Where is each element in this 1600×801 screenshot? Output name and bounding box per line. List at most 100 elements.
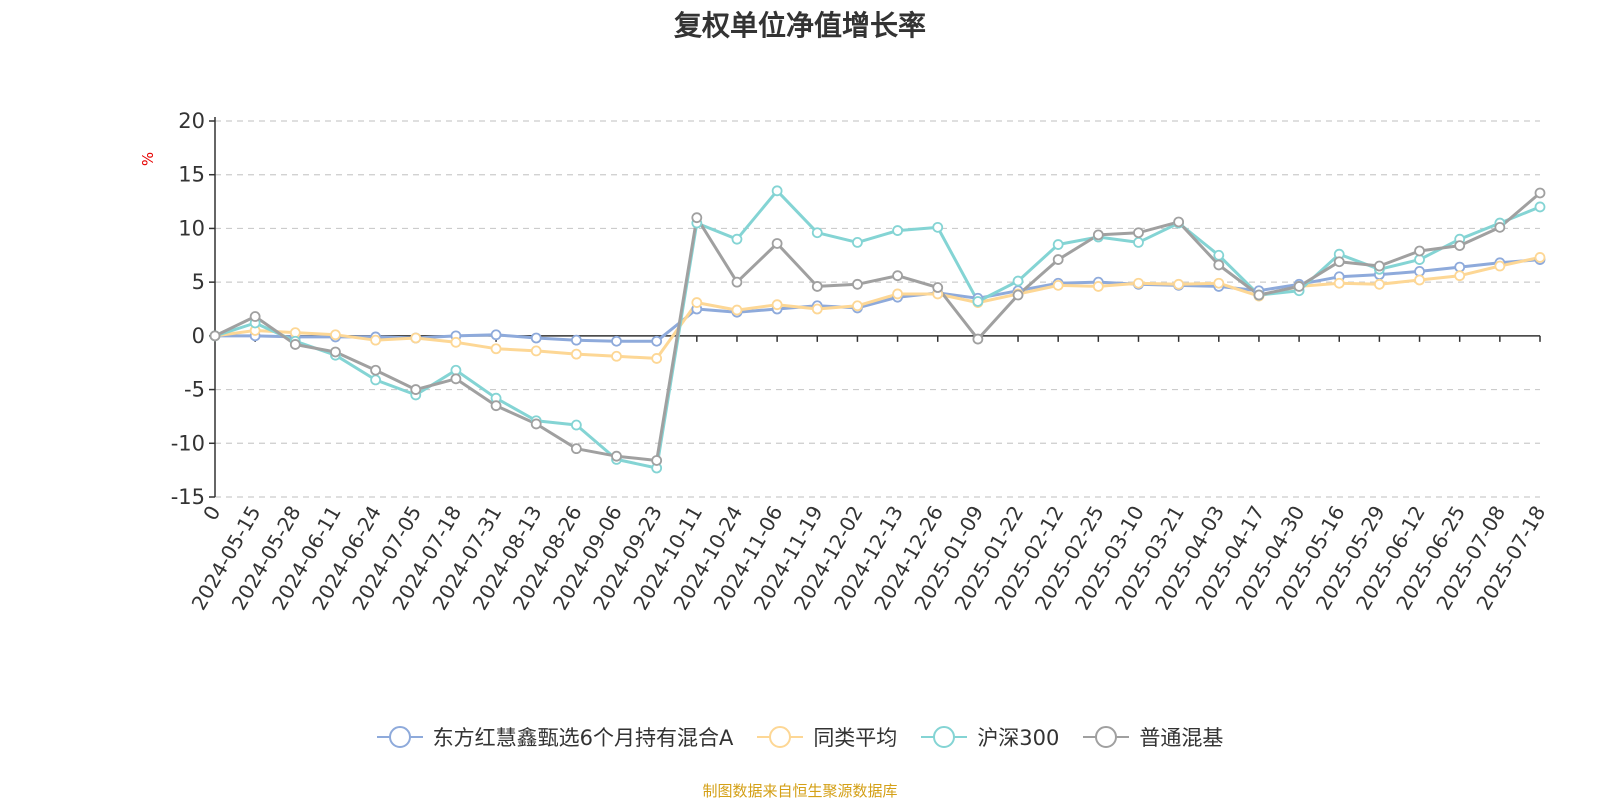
series-2-point — [1052, 239, 1064, 250]
series-3-point — [892, 270, 903, 282]
series-2-point — [932, 221, 944, 233]
series-0-point — [490, 329, 502, 341]
legend: 东方红慧鑫甄选6个月持有混合A 同类平均 沪深300 普通混基 — [0, 722, 1600, 752]
series-3-point — [811, 281, 823, 292]
series-1-point — [1333, 277, 1345, 289]
series-1-point — [450, 336, 462, 348]
legend-item-2[interactable]: 沪深300 — [921, 722, 1059, 752]
series-0-point — [611, 335, 622, 347]
series-1-point — [892, 288, 903, 300]
series-2-point — [771, 185, 783, 197]
series-3-point — [771, 238, 783, 249]
series-3-point — [1333, 256, 1345, 268]
series-lines — [214, 189, 1541, 470]
series-1-point — [852, 300, 863, 312]
series-2-point — [972, 296, 984, 307]
series-1-point — [1454, 270, 1466, 282]
series-1-point — [691, 297, 703, 308]
series-3-point — [1454, 240, 1466, 252]
series-3-point — [1293, 281, 1305, 292]
series-2-point — [892, 225, 903, 236]
series-0-point — [651, 335, 663, 347]
series-3-point — [651, 455, 663, 466]
series-line-3 — [214, 191, 1541, 462]
line-chart: -15 -10 -5 0 5 10 15 20 02024-05-152024-05-2820… — [171, 109, 1551, 614]
series-1-point — [370, 334, 382, 346]
y-tick-label-3: 0 — [192, 324, 205, 348]
series-1-point — [1373, 278, 1385, 290]
series-3-point — [932, 282, 944, 293]
series-1-point — [651, 353, 663, 364]
gridlines — [209, 120, 1540, 498]
y-tick-label-0: -15 — [171, 485, 205, 509]
series-2-point — [450, 364, 462, 376]
y-tick-label-6: 15 — [178, 163, 205, 187]
series-1-point — [410, 332, 422, 344]
legend-marker-icon — [757, 726, 804, 748]
series-2-point — [570, 419, 582, 431]
series-3-point — [1414, 245, 1425, 257]
series-1-point — [1052, 279, 1064, 291]
legend-label: 普通混基 — [1139, 726, 1224, 750]
legend-label: 沪深300 — [977, 726, 1060, 750]
x-tick-label-0: 0 — [198, 502, 225, 525]
legend-label: 东方红慧鑫甄选6个月持有混合A — [432, 726, 734, 750]
legend-item-0[interactable]: 东方红慧鑫甄选6个月持有混合A — [376, 722, 734, 752]
series-3-point — [1012, 289, 1024, 301]
series-1-point — [1534, 252, 1546, 263]
series-3-point — [370, 364, 382, 376]
series-3-point — [1534, 187, 1546, 199]
series-0-point — [530, 332, 542, 344]
series-1-point — [1494, 260, 1506, 272]
series-3-point — [249, 311, 261, 322]
series-3-point — [1173, 216, 1185, 228]
series-0-point — [570, 334, 582, 346]
series-3-point — [289, 339, 301, 350]
x-tick-labels: 02024-05-152024-05-282024-06-112024-06-2… — [187, 501, 1551, 614]
series-0-point — [1454, 261, 1466, 273]
series-2-point — [731, 233, 743, 245]
y-tick-label-7: 20 — [178, 109, 205, 133]
series-2-point — [1133, 236, 1144, 248]
series-1-point — [1133, 277, 1144, 289]
axes — [214, 117, 1541, 497]
series-line-0 — [215, 258, 1541, 343]
series-1-point — [771, 299, 783, 311]
series-3-point — [330, 346, 341, 358]
series-3-point — [450, 373, 462, 385]
legend-item-1[interactable]: 同类平均 — [757, 722, 897, 752]
legend-marker-icon — [1083, 726, 1130, 748]
series-line-1 — [214, 255, 1541, 360]
series-1-point — [289, 327, 301, 339]
legend-marker-icon — [376, 726, 423, 748]
series-1-point — [330, 329, 341, 341]
series-3-point — [1494, 221, 1506, 233]
series-3-point — [1213, 259, 1225, 271]
y-tick-label-2: -5 — [184, 378, 205, 402]
chart-title: 复权单位净值增长率 — [673, 9, 926, 42]
legend-label: 同类平均 — [813, 726, 898, 750]
series-1-point — [490, 343, 502, 355]
y-tick-label-4: 5 — [192, 270, 205, 294]
series-2-point — [1012, 275, 1024, 287]
series-3-point — [209, 330, 221, 342]
series-1-point — [570, 348, 582, 360]
series-2-point — [370, 374, 382, 386]
series-3-point — [570, 443, 582, 455]
series-line-2 — [214, 189, 1541, 470]
series-3-point — [1092, 229, 1104, 241]
legend-item-3[interactable]: 普通混基 — [1083, 722, 1223, 752]
series-1-point — [1213, 277, 1225, 289]
series-3-point — [410, 384, 422, 395]
series-3-point — [1253, 289, 1265, 301]
series-2-point — [811, 227, 823, 239]
series-3-point — [530, 418, 542, 430]
series-3-point — [490, 400, 502, 412]
series-3-point — [1052, 254, 1064, 265]
series-1-point — [1092, 281, 1104, 292]
series-2-point — [1414, 254, 1425, 265]
y-tick-label-1: -10 — [171, 431, 205, 455]
series-3-point — [1373, 260, 1385, 272]
series-1-point — [731, 304, 743, 316]
series-3-point — [972, 333, 984, 345]
